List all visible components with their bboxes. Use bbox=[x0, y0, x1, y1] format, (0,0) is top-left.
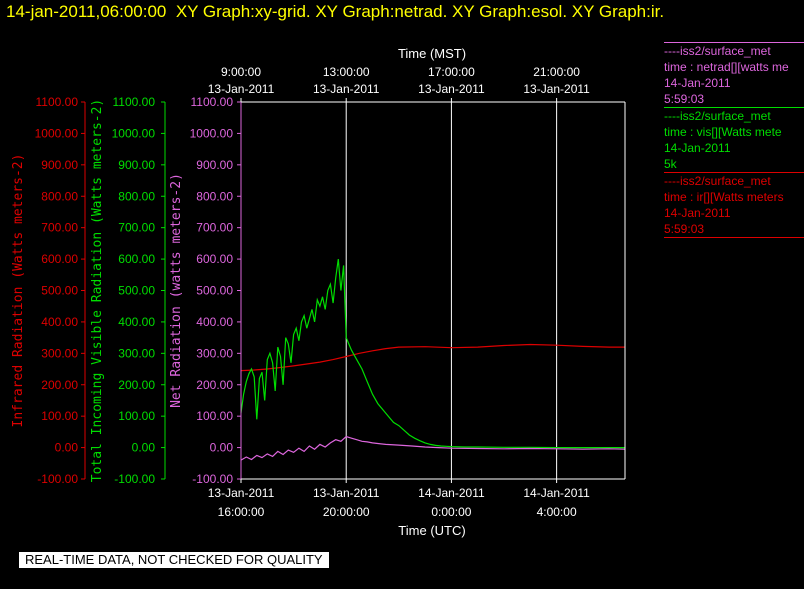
y-tick-label: 900.00 bbox=[196, 158, 233, 172]
y-tick-label: 100.00 bbox=[118, 409, 155, 423]
y-axis-title: Net Radiation (watts meters-2) bbox=[169, 173, 184, 408]
top-tick-date: 13-Jan-2011 bbox=[418, 82, 485, 96]
y-tick-label: 200.00 bbox=[41, 378, 78, 392]
bottom-axis-title: Time (UTC) bbox=[398, 523, 465, 538]
bottom-tick-date: 14-Jan-2011 bbox=[523, 486, 590, 500]
legend-date: 14-Jan-2011 bbox=[664, 206, 731, 220]
top-tick-time: 9:00:00 bbox=[221, 65, 261, 79]
y-tick-label: -100.00 bbox=[37, 472, 78, 486]
top-tick-time: 21:00:00 bbox=[533, 65, 580, 79]
y-tick-label: 700.00 bbox=[196, 221, 233, 235]
y-tick-label: 1000.00 bbox=[35, 126, 79, 140]
y-tick-label: 800.00 bbox=[41, 189, 78, 203]
y-tick-label: 500.00 bbox=[118, 284, 155, 298]
y-tick-label: -100.00 bbox=[114, 472, 155, 486]
y-tick-label: 800.00 bbox=[196, 189, 233, 203]
y-tick-label: 1000.00 bbox=[190, 126, 234, 140]
y-tick-label: 100.00 bbox=[196, 409, 233, 423]
legend-desc: time : ir[][Watts meters bbox=[664, 190, 784, 204]
legend-date: 14-Jan-2011 bbox=[664, 76, 731, 90]
y-tick-label: 500.00 bbox=[196, 284, 233, 298]
bottom-tick-time: 20:00:00 bbox=[323, 505, 370, 519]
top-axis-title: Time (MST) bbox=[398, 46, 466, 61]
chart-header: 14-jan-2011,06:00:00 XY Graph:xy-grid. X… bbox=[6, 2, 664, 22]
legend-separator bbox=[664, 107, 804, 108]
y-tick-label: 300.00 bbox=[118, 346, 155, 360]
legend-separator bbox=[664, 42, 804, 43]
legend-separator bbox=[664, 237, 804, 238]
y-tick-label: 200.00 bbox=[196, 378, 233, 392]
top-tick-time: 13:00:00 bbox=[323, 65, 370, 79]
y-tick-label: 200.00 bbox=[118, 378, 155, 392]
y-tick-label: 600.00 bbox=[118, 252, 155, 266]
bottom-tick-date: 14-Jan-2011 bbox=[418, 486, 485, 500]
series-line-ir bbox=[240, 343, 625, 372]
top-tick-date: 13-Jan-2011 bbox=[313, 82, 380, 96]
y-tick-label: 1100.00 bbox=[191, 95, 234, 109]
y-tick-label: -100.00 bbox=[192, 472, 233, 486]
legend-source: ----iss2/surface_met bbox=[664, 109, 771, 123]
y-tick-label: 400.00 bbox=[118, 315, 155, 329]
y-tick-label: 600.00 bbox=[196, 252, 233, 266]
legend-separator bbox=[664, 172, 804, 173]
y-tick-label: 100.00 bbox=[41, 409, 78, 423]
series-line-vis bbox=[240, 259, 625, 449]
header-timestamp: 14-jan-2011,06:00:00 bbox=[6, 2, 167, 21]
y-tick-label: 300.00 bbox=[196, 346, 233, 360]
bottom-tick-date: 13-Jan-2011 bbox=[313, 486, 380, 500]
y-tick-label: 600.00 bbox=[41, 252, 78, 266]
legend-desc: time : vis[][Watts mete bbox=[664, 125, 782, 139]
legend-date: 14-Jan-2011 bbox=[664, 141, 731, 155]
y-tick-label: 900.00 bbox=[118, 158, 155, 172]
y-tick-label: 700.00 bbox=[41, 221, 78, 235]
y-tick-label: 0.00 bbox=[210, 441, 234, 455]
bottom-tick-time: 16:00:00 bbox=[218, 505, 265, 519]
top-tick-time: 17:00:00 bbox=[428, 65, 475, 79]
legend-desc: time : netrad[][watts me bbox=[664, 60, 789, 74]
y-tick-label: 0.00 bbox=[55, 441, 79, 455]
bottom-tick-time: 0:00:00 bbox=[431, 505, 471, 519]
y-tick-label: 500.00 bbox=[41, 284, 78, 298]
legend-source: ----iss2/surface_met bbox=[664, 44, 771, 58]
y-tick-label: 300.00 bbox=[41, 346, 78, 360]
y-tick-label: 800.00 bbox=[118, 189, 155, 203]
top-tick-date: 13-Jan-2011 bbox=[523, 82, 590, 96]
series-line-net bbox=[240, 435, 626, 461]
legend-time: 5:59:03 bbox=[664, 222, 705, 236]
legend-time: 5:59:03 bbox=[664, 92, 705, 106]
y-tick-label: 900.00 bbox=[41, 158, 78, 172]
y-tick-label: 400.00 bbox=[41, 315, 78, 329]
y-axis-title: Infrared Radiation (Watts meters-2) bbox=[11, 154, 26, 428]
quality-notice: REAL-TIME DATA, NOT CHECKED FOR QUALITY bbox=[19, 552, 329, 568]
header-graph-list: XY Graph:xy-grid. XY Graph:netrad. XY Gr… bbox=[175, 2, 665, 21]
legend-source: ----iss2/surface_met bbox=[664, 174, 771, 188]
y-tick-label: 1100.00 bbox=[113, 95, 156, 109]
bottom-tick-date: 13-Jan-2011 bbox=[208, 486, 275, 500]
bottom-tick-time: 4:00:00 bbox=[537, 505, 577, 519]
y-tick-label: 400.00 bbox=[196, 315, 233, 329]
y-axis-title: Total Incoming Visible Radiation (Watts … bbox=[90, 99, 105, 483]
xy-chart: -100.00 -100.00 -100.00 0.00 0.00 0.00 100.00 1… bbox=[11, 46, 626, 538]
top-tick-date: 13-Jan-2011 bbox=[208, 82, 275, 96]
y-tick-label: 700.00 bbox=[118, 221, 155, 235]
legend-time: 5k bbox=[664, 157, 677, 171]
y-tick-label: 0.00 bbox=[132, 441, 156, 455]
y-tick-label: 1100.00 bbox=[36, 95, 79, 109]
y-tick-label: 1000.00 bbox=[112, 126, 156, 140]
